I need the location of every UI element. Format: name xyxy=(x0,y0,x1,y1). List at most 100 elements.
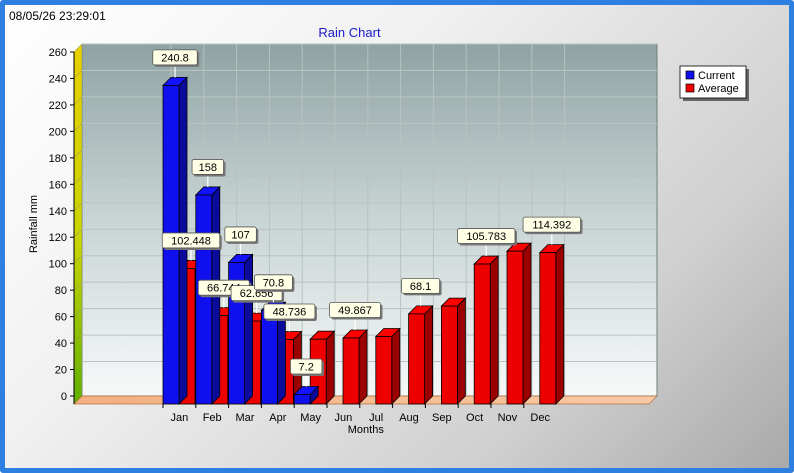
gridline-wall xyxy=(73,255,83,264)
bar-current-may xyxy=(293,385,320,405)
data-label-box xyxy=(401,277,441,294)
gridline-wall xyxy=(73,123,83,132)
x-tick-label: Mar xyxy=(236,412,255,424)
timestamp: 08/05/26 23:29:01 xyxy=(9,9,106,23)
x-tick-label: Jul xyxy=(369,412,383,424)
y-tick-label: 40 xyxy=(55,338,67,350)
data-label: 70.8 xyxy=(263,277,284,289)
gridline-wall xyxy=(73,176,83,185)
bar-average-dec-side xyxy=(555,243,565,405)
data-label-box xyxy=(224,226,257,243)
bar-average-oct-front xyxy=(473,263,491,405)
bar-average-dec xyxy=(538,243,565,405)
data-label: 102.448 xyxy=(171,235,211,247)
gridline-wall xyxy=(73,334,83,344)
y-tick-label: 0 xyxy=(61,391,67,403)
bar-average-sep-side xyxy=(456,297,466,405)
y-tick-label: 120 xyxy=(49,232,67,244)
data-label-box xyxy=(191,159,224,175)
x-tick-label: Jan xyxy=(171,412,189,424)
gridline-wall xyxy=(73,361,83,370)
bar-average-may xyxy=(309,330,336,405)
bar-average-nov-side xyxy=(522,242,532,405)
gridline-wall xyxy=(73,308,83,317)
data-label-box xyxy=(522,216,581,233)
data-label: 114.392 xyxy=(532,220,571,232)
data-label-box xyxy=(457,228,516,244)
y-tick-label: 160 xyxy=(49,179,67,191)
bar-current-may-front xyxy=(293,394,311,405)
y-tick-label: 240 xyxy=(49,73,67,85)
data-label: 240.8 xyxy=(161,52,189,64)
data-label-box xyxy=(152,49,198,66)
gridline-wall xyxy=(73,96,83,106)
bar-average-nov-front xyxy=(506,250,524,405)
data-label: 48.736 xyxy=(273,307,307,319)
data-label-box xyxy=(290,358,323,375)
bar-average-jul-side xyxy=(391,327,401,405)
x-tick-label: Nov xyxy=(498,412,518,424)
bar-average-aug-front xyxy=(408,313,426,405)
y-tick-label: 200 xyxy=(49,126,67,138)
data-label-box xyxy=(329,302,381,318)
data-label-box xyxy=(263,303,316,320)
x-tick-label: Dec xyxy=(530,412,550,424)
data-label: 105.783 xyxy=(466,231,506,243)
gridline-wall xyxy=(73,149,83,159)
data-label: 49.867 xyxy=(338,305,372,317)
x-tick-label: Sep xyxy=(432,412,452,424)
bar-average-jun-front xyxy=(342,337,360,405)
x-tick-label: Feb xyxy=(203,412,222,424)
bar-current-feb-front xyxy=(195,194,213,405)
bar-average-jul xyxy=(374,327,401,405)
bar-current-apr-front xyxy=(260,309,278,405)
bar-current-mar-side xyxy=(244,253,254,405)
bar-average-oct xyxy=(473,255,500,405)
bar-average-sep-front xyxy=(440,305,458,405)
chart-title: Rain Chart xyxy=(318,25,381,40)
data-labels: 102.448240.866.74415862.65610748.73670.8… xyxy=(152,49,583,387)
y-tick-label: 20 xyxy=(55,365,67,377)
bar-average-jun xyxy=(342,329,368,405)
legend-swatch-current xyxy=(685,70,695,80)
bar-average-jun-side xyxy=(358,329,368,405)
legend-label-average: Average xyxy=(698,83,739,95)
bar-average-aug-side xyxy=(424,304,434,405)
gridline-wall xyxy=(73,229,83,238)
x-tick-label: Apr xyxy=(269,412,286,424)
data-label: 68.1 xyxy=(410,281,431,293)
data-label: 107 xyxy=(231,229,249,241)
bar-average-aug xyxy=(407,304,434,405)
y-tick-label: 140 xyxy=(49,206,67,218)
bar-average-dec-front xyxy=(539,252,557,405)
x-tick-label: May xyxy=(300,412,321,424)
y-tick-label: 100 xyxy=(49,259,67,271)
x-tick-label: Oct xyxy=(466,412,483,424)
y-tick-label: 260 xyxy=(49,47,67,59)
legend-swatch-average xyxy=(685,83,695,93)
data-label-box xyxy=(253,274,293,291)
gridline-wall xyxy=(73,43,83,53)
x-tick-label: Aug xyxy=(399,412,419,424)
data-label: 7.2 xyxy=(299,361,314,373)
gridline-wall xyxy=(73,70,83,79)
bar-average-jul-front xyxy=(375,336,393,405)
y-tick-label: 220 xyxy=(49,100,67,112)
bar-average-sep xyxy=(440,297,467,405)
gridline-wall xyxy=(73,202,83,211)
data-label: 158 xyxy=(199,162,217,174)
bar-average-oct-side xyxy=(489,255,499,405)
bar-average-nov xyxy=(506,242,532,405)
gridline-wall xyxy=(73,281,83,291)
y-tick-label: 80 xyxy=(55,285,67,297)
y-axis-title: Rainfall mm xyxy=(28,195,40,253)
y-tick-label: 60 xyxy=(55,312,67,324)
x-tick-label: Jun xyxy=(335,412,353,424)
rain-chart: Rain Chart 0 20 40 60 80 100 120 140 160 180 200 22… xyxy=(28,25,749,436)
y-tick-label: 180 xyxy=(49,153,67,165)
bar-average-may-side xyxy=(325,330,335,405)
bar-current-mar xyxy=(227,253,254,405)
data-label-box xyxy=(161,232,221,249)
